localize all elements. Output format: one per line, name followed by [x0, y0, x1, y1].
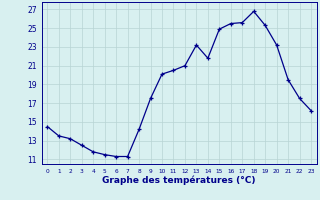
X-axis label: Graphe des températures (°C): Graphe des températures (°C) [102, 175, 256, 185]
